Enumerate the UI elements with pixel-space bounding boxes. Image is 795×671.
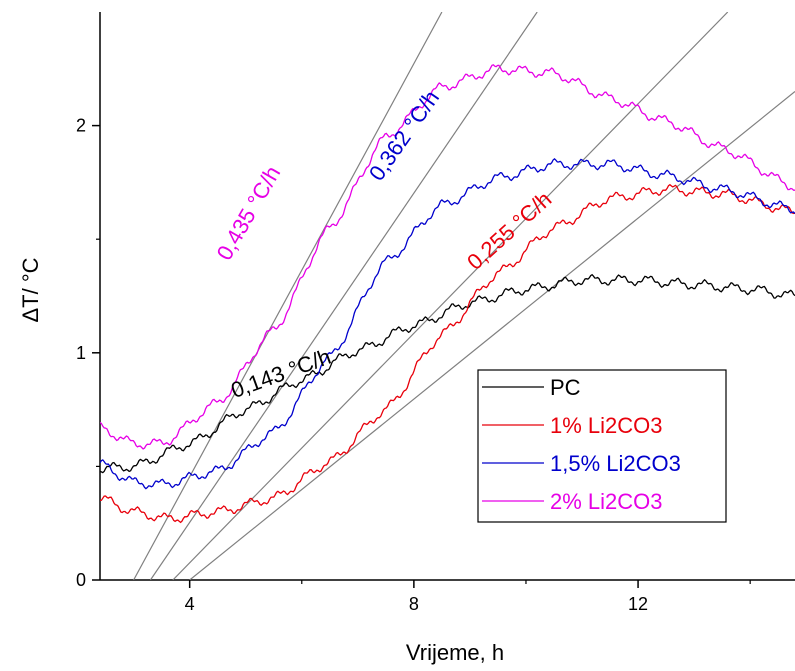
legend-entry: 2% Li2CO3 [550, 489, 663, 514]
tangent-line [189, 91, 795, 580]
legend-entry: 1% Li2CO3 [550, 413, 663, 438]
slope-annotation-1: 0,362 °C/h [364, 86, 444, 186]
y-tick-label: 0 [76, 570, 86, 590]
legend-box [477, 369, 727, 523]
data-series [100, 64, 795, 524]
legend: PC 1% Li2CO3 1,5% Li2CO3 2% Li2CO3 [477, 369, 727, 523]
y-axis-title: ΔT/ °C [18, 257, 43, 322]
slope-annotation-2: 0,255 °C/h [462, 186, 556, 274]
tangent-line [149, 12, 538, 580]
x-axis-title: Vrijeme, h [406, 640, 504, 665]
tangent-line [133, 12, 443, 580]
x-tick-label: 12 [628, 594, 648, 614]
series-line-1 [100, 183, 795, 524]
x-tick-label: 4 [185, 594, 195, 614]
series-line-3 [100, 64, 795, 450]
slope-annotations: 0,435 °C/h0,362 °C/h0,255 °C/h0,143 °C/h [212, 86, 557, 403]
legend-entry: PC [550, 375, 581, 400]
series-line-0 [100, 273, 795, 474]
legend-entry: 1,5% Li2CO3 [550, 451, 681, 476]
y-tick-label: 1 [76, 343, 86, 363]
series-line-2 [100, 158, 795, 490]
plot-area-frame [99, 12, 795, 581]
tangent-line [172, 12, 729, 580]
x-tick-label: 8 [409, 594, 419, 614]
y-tick-label: 2 [76, 116, 86, 136]
slope-annotation-0: 0,435 °C/h [212, 162, 286, 265]
tangent-lines [133, 12, 795, 580]
